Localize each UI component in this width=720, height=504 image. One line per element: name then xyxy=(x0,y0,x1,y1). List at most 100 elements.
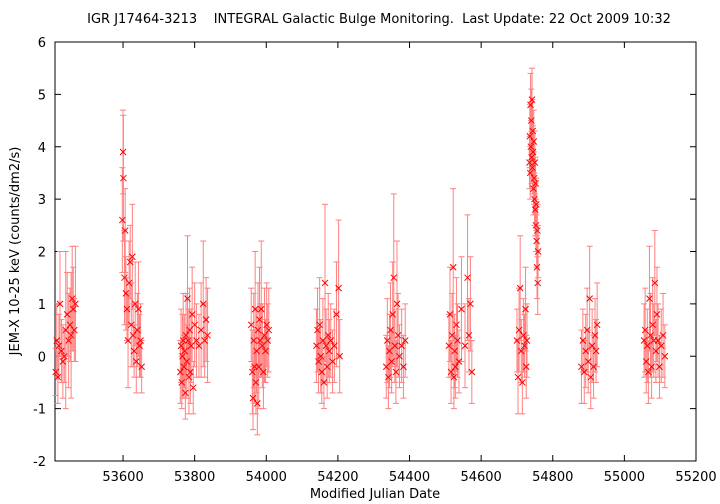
data-point xyxy=(458,305,465,313)
data-point xyxy=(324,331,332,339)
data-point-stroke xyxy=(518,379,526,386)
data-point xyxy=(121,227,129,234)
data-point xyxy=(316,321,323,329)
data-point-stroke xyxy=(516,284,524,292)
x-tick-label: 54200 xyxy=(317,470,358,485)
data-point xyxy=(262,347,269,355)
data-point xyxy=(317,352,325,360)
data-point-stroke xyxy=(316,321,323,329)
data-point xyxy=(67,331,75,339)
data-point xyxy=(579,337,587,344)
data-point-stroke xyxy=(56,300,64,308)
data-point-stroke xyxy=(530,185,537,193)
data-point-stroke xyxy=(382,363,390,371)
data-point-stroke xyxy=(531,159,539,166)
data-point xyxy=(400,363,407,371)
data-point xyxy=(314,326,321,334)
data-point xyxy=(464,274,471,282)
data-point xyxy=(55,342,63,350)
data-point xyxy=(451,347,458,355)
data-point-stroke xyxy=(60,352,68,360)
data-point-stroke xyxy=(181,389,189,397)
data-point xyxy=(530,174,538,182)
data-point xyxy=(517,347,525,355)
data-point-stroke xyxy=(125,279,133,287)
data-point-stroke xyxy=(401,337,409,344)
data-point xyxy=(185,373,193,381)
data-point xyxy=(177,342,185,350)
data-point-stroke xyxy=(329,358,336,365)
data-point-stroke xyxy=(645,368,652,376)
data-point xyxy=(401,337,409,344)
data-point-stroke xyxy=(53,337,61,344)
data-point-stroke xyxy=(137,337,144,344)
data-point xyxy=(449,263,457,271)
data-point-stroke xyxy=(323,363,331,371)
x-axis-label: Modified Julian Date xyxy=(310,487,440,502)
data-point xyxy=(520,331,527,339)
data-point-stroke xyxy=(388,358,395,365)
data-point-stroke xyxy=(201,337,209,344)
y-tick-label: 6 xyxy=(38,36,46,51)
data-point-stroke xyxy=(184,295,191,302)
data-point xyxy=(393,300,401,308)
data-point-stroke xyxy=(533,263,541,271)
data-point xyxy=(263,321,270,329)
data-point-stroke xyxy=(588,342,596,350)
data-point xyxy=(265,326,273,334)
data-point xyxy=(528,96,536,103)
data-point xyxy=(181,347,188,355)
data-point-stroke xyxy=(652,347,660,355)
data-point-stroke xyxy=(195,342,203,350)
data-point-stroke xyxy=(454,337,461,344)
data-point xyxy=(587,373,595,381)
data-point xyxy=(136,342,143,350)
data-point xyxy=(455,358,463,365)
data-point-stroke xyxy=(121,227,129,234)
data-point xyxy=(182,331,190,339)
data-point-stroke xyxy=(656,363,663,371)
data-point xyxy=(336,352,344,360)
data-point-stroke xyxy=(185,373,193,381)
data-point xyxy=(119,148,127,156)
data-point-stroke xyxy=(191,321,199,329)
data-point xyxy=(647,331,654,339)
data-point xyxy=(126,258,134,266)
data-point-stroke xyxy=(256,337,264,344)
data-point-stroke xyxy=(72,300,79,308)
data-point xyxy=(527,101,534,109)
data-point xyxy=(202,316,210,323)
data-point xyxy=(258,342,266,350)
data-point-stroke xyxy=(179,337,187,344)
data-point-stroke xyxy=(465,331,473,339)
data-point xyxy=(248,368,256,376)
data-point-stroke xyxy=(531,195,538,203)
data-point-stroke xyxy=(648,363,655,371)
data-point-stroke xyxy=(390,274,398,282)
data-point xyxy=(468,368,476,376)
data-point-stroke xyxy=(578,363,585,371)
data-point-stroke xyxy=(579,337,587,344)
data-point xyxy=(181,389,189,397)
data-point xyxy=(138,363,146,371)
data-point xyxy=(125,279,133,287)
data-point xyxy=(118,216,126,224)
data-point xyxy=(452,363,459,371)
data-point xyxy=(521,342,528,350)
data-point-stroke xyxy=(387,326,394,334)
data-point-stroke xyxy=(68,295,76,302)
data-point xyxy=(389,310,397,318)
data-point-stroke xyxy=(186,326,193,334)
data-point xyxy=(386,347,393,355)
data-point xyxy=(447,368,455,376)
data-point-stroke xyxy=(661,352,669,360)
data-point-stroke xyxy=(315,358,322,365)
y-tick-label: 0 xyxy=(38,350,46,365)
data-point-stroke xyxy=(130,347,138,355)
data-point-stroke xyxy=(250,337,258,344)
data-point-stroke xyxy=(265,326,273,334)
data-point xyxy=(382,363,390,371)
data-point-stroke xyxy=(591,331,599,339)
data-point-stroke xyxy=(335,284,342,292)
data-point-stroke xyxy=(127,321,135,329)
